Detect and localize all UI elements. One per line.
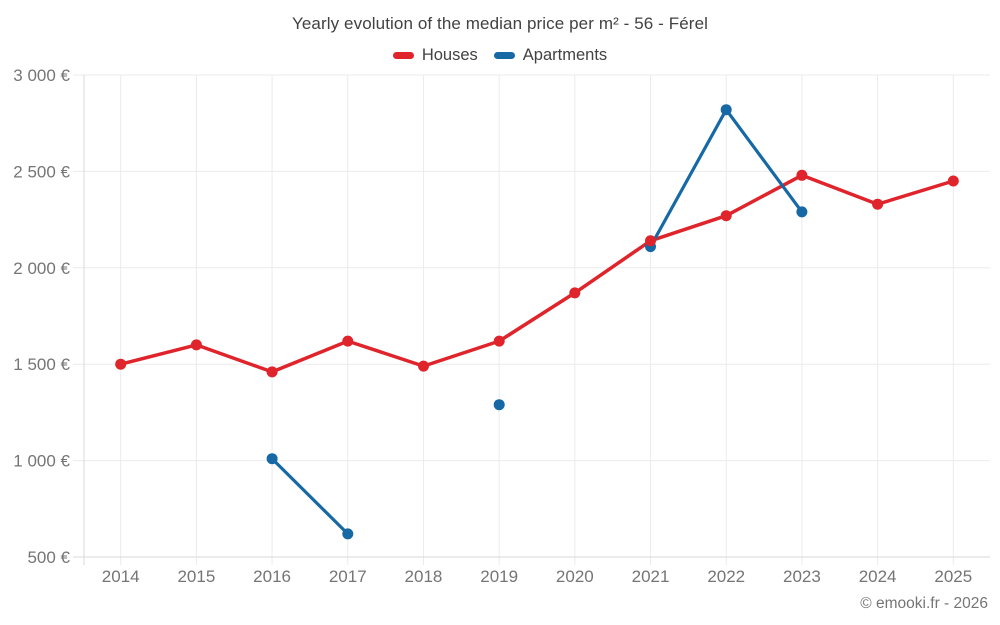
y-axis-label-2500: 2 500 € — [13, 162, 70, 181]
apartments-legend-marker-icon — [493, 52, 515, 59]
copyright: © emooki.fr - 2026 — [860, 595, 988, 612]
y-axis-label-2000: 2 000 € — [13, 259, 70, 278]
houses-legend-label: Houses — [421, 46, 478, 64]
x-axis-label-2022: 2022 — [707, 567, 745, 586]
houses-point-2015[interactable] — [190, 339, 202, 351]
y-axis-label-3000: 3 000 € — [13, 66, 70, 85]
houses-point-2016[interactable] — [266, 366, 278, 378]
apartments-line — [270, 108, 804, 536]
x-axis-label-2020: 2020 — [556, 567, 594, 586]
x-axis-label-2016: 2016 — [253, 567, 291, 586]
houses-point-2021[interactable] — [645, 235, 656, 247]
houses-point-2022[interactable] — [720, 210, 732, 222]
apartments-point-2019[interactable] — [493, 399, 505, 411]
houses-point-2017[interactable] — [342, 335, 354, 347]
x-axis-label-2018: 2018 — [405, 567, 443, 586]
y-axis-label-1500: 1 500 € — [13, 355, 70, 374]
apartments-legend-label: Apartments — [522, 46, 608, 64]
y-axis-label-500: 500 € — [27, 548, 70, 567]
houses-point-2020[interactable] — [569, 287, 581, 299]
x-axis-label-2019: 2019 — [480, 567, 518, 586]
apartments-point-2022[interactable] — [720, 104, 732, 116]
x-axis-label-2017: 2017 — [329, 567, 367, 586]
y-axis-label-1000: 1 000 € — [13, 452, 70, 471]
legend: Houses Apartments — [0, 46, 1000, 65]
x-axis-label-2014: 2014 — [102, 567, 140, 586]
x-axis-label-2015: 2015 — [177, 567, 215, 586]
x-axis-label-2021: 2021 — [632, 567, 670, 586]
x-axis-label-2023: 2023 — [783, 567, 821, 586]
x-axis-label-2025: 2025 — [934, 567, 972, 586]
houses-point-2018[interactable] — [418, 360, 429, 372]
houses-point-2025[interactable] — [947, 175, 959, 187]
legend-item-houses[interactable]: Houses — [392, 46, 478, 65]
apartments-point-2016[interactable] — [266, 453, 278, 465]
houses-legend-marker-icon — [392, 52, 414, 59]
chart-title: Yearly evolution of the median price per… — [292, 14, 708, 33]
houses-point-2019[interactable] — [493, 335, 505, 347]
houses-line — [118, 173, 956, 374]
houses-point-2014[interactable] — [115, 358, 127, 370]
apartments-point-2017[interactable] — [342, 528, 354, 540]
legend-item-apartments[interactable]: Apartments — [493, 46, 608, 65]
x-axis-label-2024: 2024 — [859, 567, 897, 586]
houses-point-2023[interactable] — [796, 169, 808, 181]
apartments-point-2023[interactable] — [796, 206, 808, 218]
houses-point-2024[interactable] — [872, 198, 884, 210]
